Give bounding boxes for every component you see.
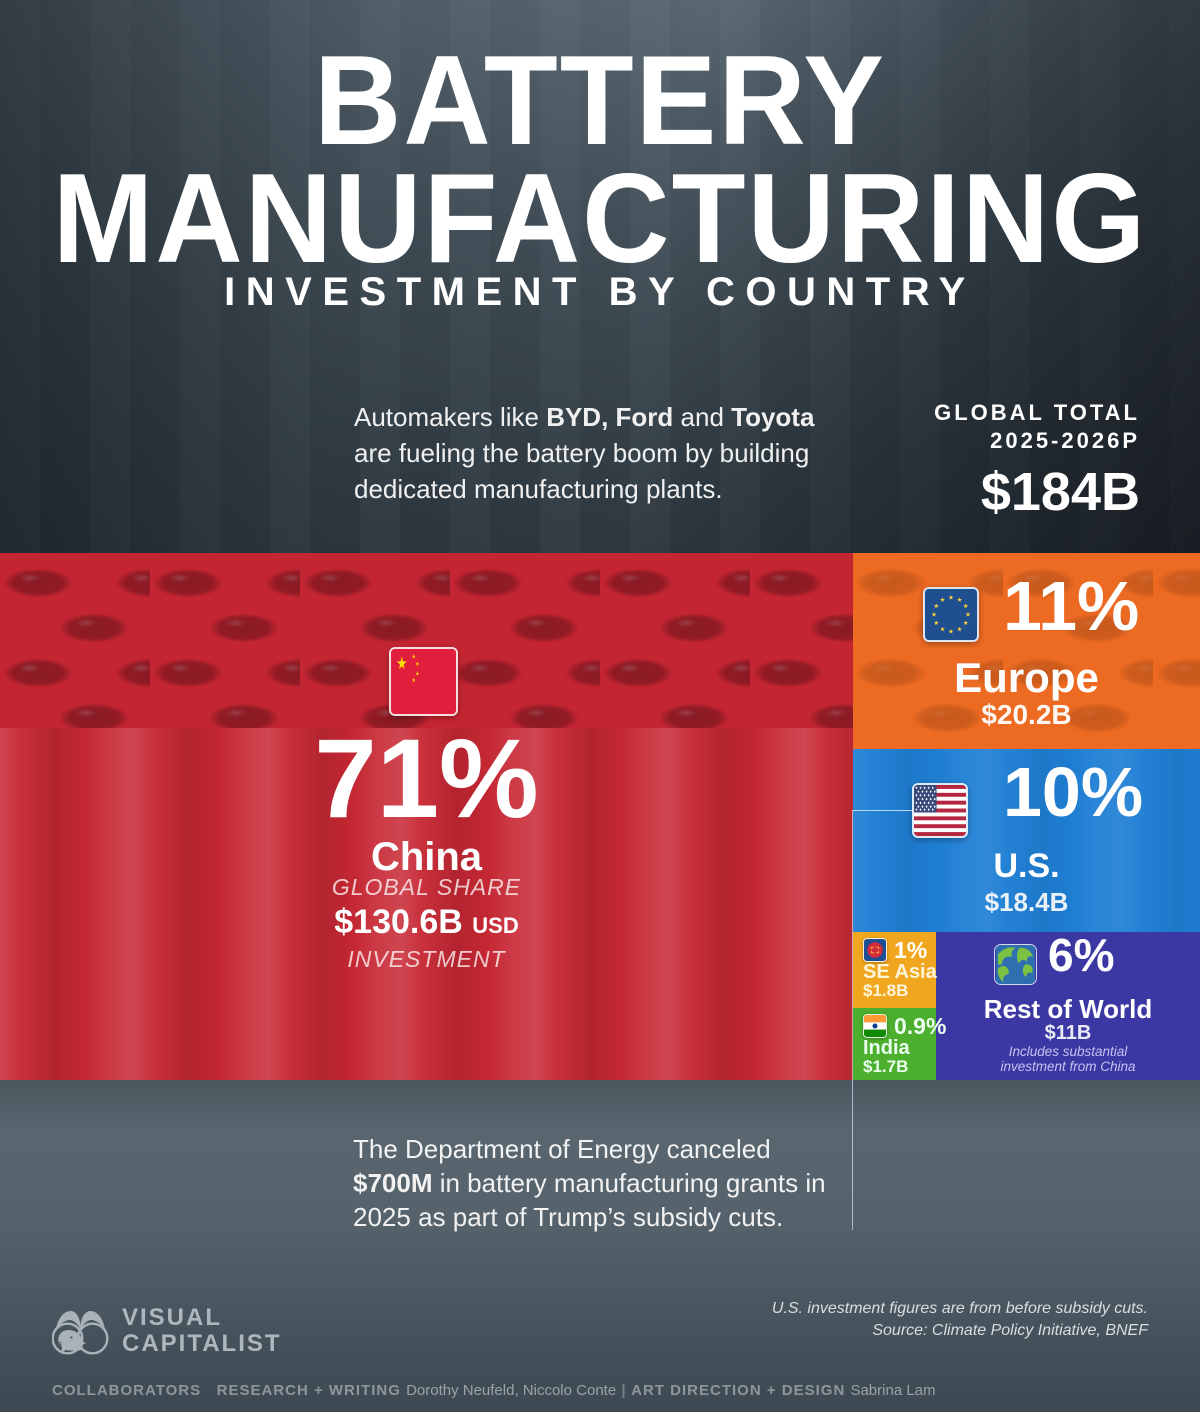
svg-text:$: $ [58,1342,62,1349]
